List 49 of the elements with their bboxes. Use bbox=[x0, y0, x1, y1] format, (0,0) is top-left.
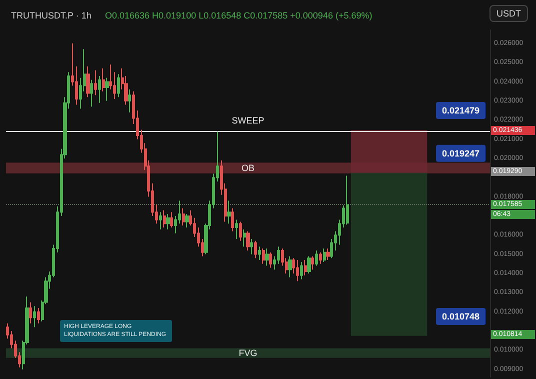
annotation: 0.010748 bbox=[442, 312, 480, 322]
candlestick bbox=[254, 240, 257, 259]
candlestick bbox=[262, 248, 265, 264]
ref-line-label: SWEEP bbox=[232, 115, 264, 126]
band-label: FVG bbox=[238, 348, 258, 358]
candlestick bbox=[86, 66, 90, 98]
chart-title: TRUTHUSDT.P · 1h bbox=[11, 10, 92, 20]
candlestick bbox=[33, 306, 36, 328]
candlestick bbox=[98, 76, 101, 104]
candlestick bbox=[182, 208, 185, 226]
candlestick bbox=[319, 252, 322, 264]
candlestick bbox=[166, 214, 170, 230]
candlestick bbox=[346, 175, 349, 226]
candlestick bbox=[315, 250, 318, 266]
candlestick bbox=[117, 74, 120, 98]
text: USDT bbox=[496, 8, 522, 18]
candlestick bbox=[265, 248, 269, 266]
candlestick bbox=[258, 246, 261, 261]
candlestick bbox=[243, 228, 246, 248]
candlestick bbox=[304, 260, 307, 276]
candlestick bbox=[185, 214, 189, 228]
candlestick bbox=[246, 230, 250, 251]
candlestick bbox=[311, 256, 314, 270]
chart-subtitle: O0.016636 H0.019100 L0.016548 C0.017585 +0.000946 (+5.69%) bbox=[105, 10, 372, 20]
candlestick bbox=[296, 260, 299, 282]
candlestick bbox=[105, 77, 109, 102]
candlestick bbox=[163, 210, 166, 228]
candlestick bbox=[37, 307, 40, 324]
candlestick bbox=[300, 261, 303, 280]
candlestick bbox=[235, 219, 238, 240]
candlestick bbox=[323, 248, 326, 262]
candlestick bbox=[239, 221, 242, 242]
candlestick bbox=[128, 88, 131, 113]
candlestick bbox=[90, 79, 93, 108]
candlestick bbox=[307, 256, 311, 274]
candlestick bbox=[94, 70, 97, 96]
annotation: 0.021479 bbox=[442, 106, 480, 116]
candlestick bbox=[29, 302, 32, 324]
annotation: 0.019247 bbox=[442, 148, 480, 158]
candlestick bbox=[231, 208, 234, 232]
candlestick bbox=[269, 252, 272, 268]
candlestick bbox=[227, 200, 231, 224]
candlestick bbox=[288, 256, 292, 278]
candlestick bbox=[250, 238, 253, 255]
candlestick bbox=[170, 212, 173, 228]
candlestick bbox=[326, 248, 330, 261]
band-label: OB bbox=[241, 163, 255, 174]
candlestick bbox=[102, 68, 105, 92]
candlestick bbox=[159, 212, 162, 230]
